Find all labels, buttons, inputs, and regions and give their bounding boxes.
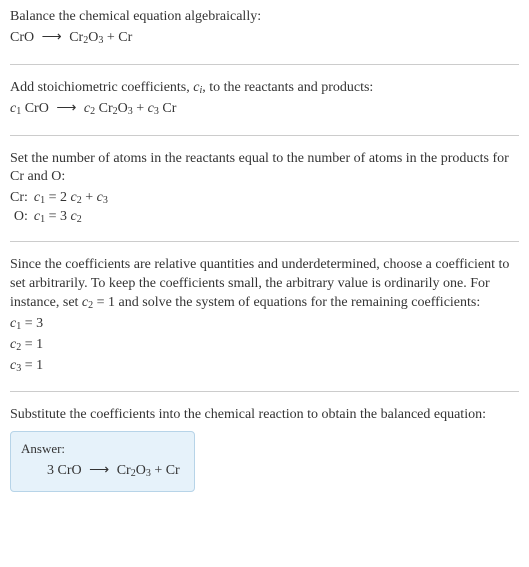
plus: +	[82, 190, 97, 205]
rhs: = 1	[21, 358, 43, 373]
arrow-icon: ⟶	[52, 101, 80, 116]
row-eq: c1 = 3 c2	[34, 208, 112, 227]
lhs: CrO	[10, 30, 34, 45]
section-atoms: Set the number of atoms in the reactants…	[10, 150, 519, 243]
row-label: O:	[10, 208, 34, 227]
solve-text: Since the coefficients are relative quan…	[10, 256, 519, 313]
rhs-1b: O	[88, 30, 98, 45]
sp1: CrO	[21, 101, 52, 116]
intro-equation: CrO ⟶ Cr2O3 + Cr	[10, 29, 519, 48]
sp: Cr	[113, 463, 131, 478]
sp4: Cr	[159, 101, 177, 116]
o: O	[136, 463, 146, 478]
row-eq: c1 = 2 c2 + c3	[34, 189, 112, 208]
plus: +	[133, 101, 148, 116]
row-label: Cr:	[10, 189, 34, 208]
o: O	[118, 101, 128, 116]
section-intro: Balance the chemical equation algebraica…	[10, 8, 519, 65]
rs2: 3	[103, 195, 108, 206]
solve-res-3: c3 = 1	[10, 357, 519, 376]
plus: + Cr	[151, 463, 180, 478]
coeffs-equation: c1 CrO ⟶ c2 Cr2O3 + c3 Cr	[10, 100, 519, 119]
answer-label: Answer:	[21, 440, 180, 458]
solve-res-2: c2 = 1	[10, 336, 519, 355]
rhs-2: Cr	[118, 30, 132, 45]
rhs: = 1	[21, 337, 43, 352]
coeffs-text-b: , to the reactants and products:	[202, 80, 373, 95]
solve-text-b: = 1 and solve the system of equations fo…	[93, 295, 480, 310]
rhs: = 3	[21, 316, 43, 331]
rs1: 2	[77, 214, 82, 225]
answer-intro: Substitute the coefficients into the che…	[10, 406, 519, 425]
eq: = 2	[45, 190, 70, 205]
answer-box: Answer: 3 CrO ⟶ Cr2O3 + Cr	[10, 431, 195, 491]
answer-equation: 3 CrO ⟶ Cr2O3 + Cr	[21, 462, 180, 481]
atoms-equations: Cr: c1 = 2 c2 + c3 O: c1 = 3 c2	[10, 189, 112, 227]
sp3: Cr	[95, 101, 113, 116]
plus: +	[103, 30, 118, 45]
atoms-text: Set the number of atoms in the reactants…	[10, 150, 519, 188]
coeffs-text: Add stoichiometric coefficients, ci, to …	[10, 79, 519, 98]
arrow-icon: ⟶	[85, 463, 113, 478]
solve-res-1: c1 = 3	[10, 315, 519, 334]
atoms-row-cr: Cr: c1 = 2 c2 + c3	[10, 189, 112, 208]
eq: = 3	[45, 209, 70, 224]
section-solve: Since the coefficients are relative quan…	[10, 256, 519, 392]
section-answer: Substitute the coefficients into the che…	[10, 406, 519, 499]
rhs-1a: Cr	[69, 30, 83, 45]
lhs: 3 CrO	[47, 463, 85, 478]
coeffs-text-a: Add stoichiometric coefficients,	[10, 80, 193, 95]
arrow-icon: ⟶	[38, 30, 66, 45]
intro-text: Balance the chemical equation algebraica…	[10, 8, 519, 27]
atoms-row-o: O: c1 = 3 c2	[10, 208, 112, 227]
section-coeffs: Add stoichiometric coefficients, ci, to …	[10, 79, 519, 136]
